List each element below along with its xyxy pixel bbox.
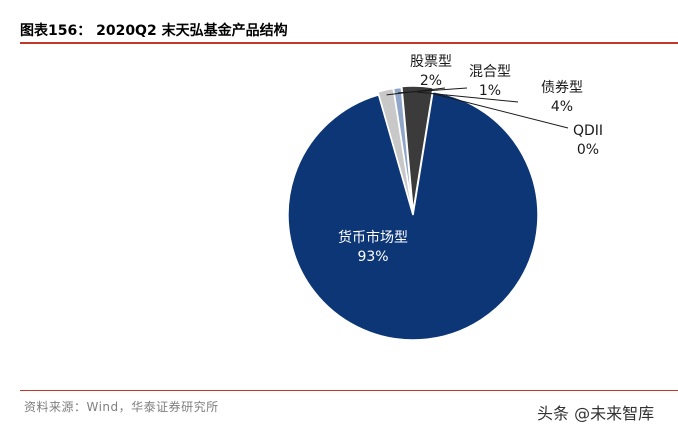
slice-category-label: 货币市场型 (338, 229, 408, 246)
slice-category-label: 股票型 (410, 54, 452, 70)
slice-value-label: 0% (577, 142, 599, 158)
chart-title: 图表156： 2020Q2 末天弘基金产品结构 (20, 23, 288, 39)
slice-labels: 股票型 2% 混合型 1% 债券型 4%QDII 0% 货币市场型 93% (338, 54, 603, 265)
title-divider (20, 42, 678, 44)
slice-value-label: 1% (479, 83, 501, 99)
slice-category-label: QDII (573, 123, 603, 139)
leader-line-5 (432, 93, 569, 129)
watermark: 头条 @未来智库 (537, 404, 655, 423)
footer-divider (20, 390, 678, 391)
pie-slice-4 (400, 85, 434, 212)
pie-slices (287, 85, 539, 341)
source-note: 资料来源：Wind，华泰证券研究所 (24, 400, 219, 414)
slice-value-label: 2% (420, 73, 442, 89)
slice-value-label: 93% (357, 249, 388, 265)
slice-value-label: 4% (551, 99, 573, 115)
slice-category-label: 债券型 (541, 80, 583, 96)
leader-line-3 (397, 87, 468, 94)
leader-lines (386, 87, 569, 129)
slice-category-label: 混合型 (469, 64, 511, 80)
pie-slice-1 (287, 90, 539, 341)
